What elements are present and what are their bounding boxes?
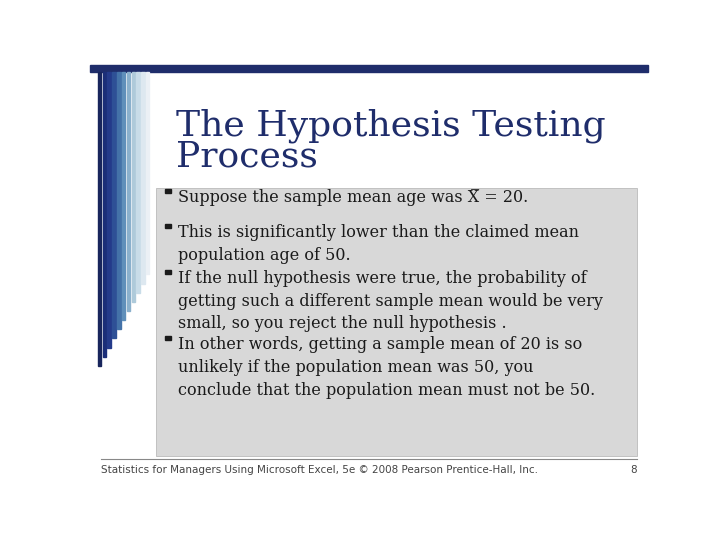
Bar xyxy=(166,224,171,228)
Text: Suppose the sample mean age was X̅ = 20.: Suppose the sample mean age was X̅ = 20. xyxy=(178,188,528,206)
Text: Process: Process xyxy=(176,140,318,174)
Bar xyxy=(117,72,120,329)
Bar xyxy=(122,72,125,320)
Text: The Hypothesis Testing: The Hypothesis Testing xyxy=(176,109,606,143)
Bar xyxy=(166,336,171,341)
Bar xyxy=(127,72,130,311)
Text: Statistics for Managers Using Microsoft Excel, 5e © 2008 Pearson Prentice-Hall, : Statistics for Managers Using Microsoft … xyxy=(101,465,538,475)
Bar xyxy=(107,72,111,348)
Text: In other words, getting a sample mean of 20 is so
unlikely if the population mea: In other words, getting a sample mean of… xyxy=(178,336,595,399)
Bar xyxy=(98,72,102,366)
Bar xyxy=(166,270,171,274)
Bar xyxy=(156,188,636,456)
Bar xyxy=(103,72,106,357)
Text: If the null hypothesis were true, the probability of
getting such a different sa: If the null hypothesis were true, the pr… xyxy=(178,270,603,333)
Bar xyxy=(166,188,171,193)
Bar xyxy=(146,72,150,274)
Text: This is significantly lower than the claimed mean
population age of 50.: This is significantly lower than the cla… xyxy=(178,224,579,264)
Bar xyxy=(141,72,145,284)
Bar xyxy=(132,72,135,302)
Bar xyxy=(136,72,140,293)
Text: 8: 8 xyxy=(630,465,637,475)
Bar xyxy=(112,72,116,339)
Bar xyxy=(90,65,648,72)
